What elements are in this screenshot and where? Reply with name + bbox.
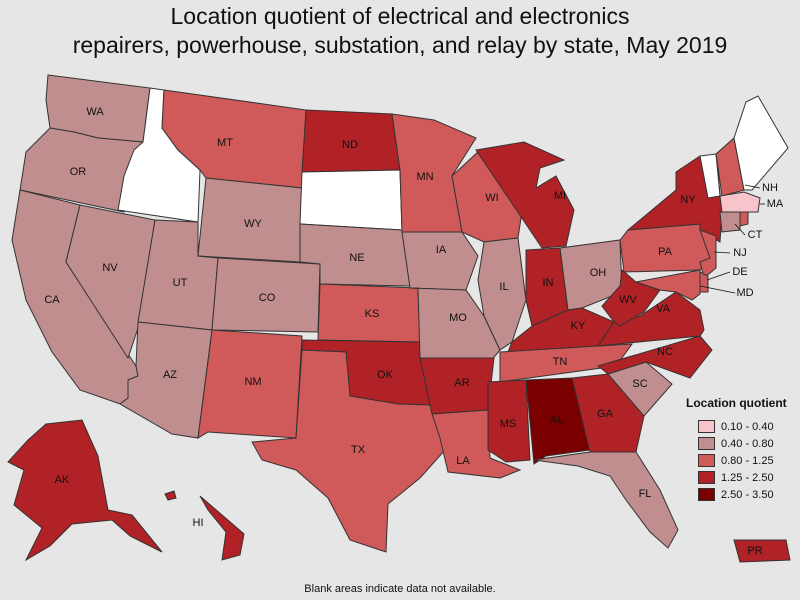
state-label-sc: SC — [632, 378, 647, 390]
legend-label: 1.25 - 2.50 — [721, 471, 774, 484]
state-label-co: CO — [259, 292, 276, 304]
state-de — [699, 271, 709, 293]
state-label-ia: IA — [436, 244, 447, 256]
state-md — [634, 269, 701, 301]
leader-line-de — [706, 271, 731, 281]
state-label-ak: AK — [55, 474, 70, 486]
state-label-wa: WA — [86, 106, 104, 118]
state-label-de: DE — [732, 266, 747, 278]
state-label-wy: WY — [244, 218, 262, 230]
state-label-oh: OH — [590, 267, 607, 279]
state-ms — [487, 379, 531, 463]
state-ri — [739, 211, 749, 227]
state-pr — [733, 539, 791, 563]
no-data-note: Blank areas indicate data not available. — [304, 583, 496, 595]
state-ct — [719, 211, 741, 233]
state-label-ks: KS — [365, 308, 380, 320]
state-label-mo: MO — [449, 312, 467, 324]
legend-item: 1.25 - 2.50 — [686, 469, 798, 486]
state-label-mn: MN — [416, 171, 433, 183]
state-tn — [499, 343, 634, 383]
state-label-ky: KY — [571, 320, 586, 332]
legend-title: Location quotient — [686, 396, 787, 410]
state-ga — [571, 373, 645, 453]
legend-item: 0.80 - 1.25 — [686, 452, 798, 469]
state-label-hi: HI — [193, 517, 204, 529]
state-ia — [401, 231, 479, 291]
state-label-ne: NE — [349, 252, 364, 264]
state-hi — [164, 490, 245, 561]
state-label-nj: NJ — [733, 247, 746, 259]
state-label-nh: NH — [762, 182, 778, 194]
state-label-pr: PR — [747, 545, 762, 557]
state-label-tx: TX — [351, 444, 366, 456]
state-ak — [7, 419, 163, 562]
legend-swatch — [698, 471, 715, 484]
state-label-ca: CA — [44, 294, 60, 306]
state-label-ct: CT — [748, 229, 763, 241]
state-label-va: VA — [656, 303, 671, 315]
legend: Location quotient 0.10 - 0.40 0.40 - 0.80… — [686, 396, 798, 503]
state-fl — [533, 451, 679, 549]
legend-swatch — [698, 488, 715, 501]
state-label-ms: MS — [500, 418, 517, 430]
state-label-ar: AR — [454, 377, 469, 389]
legend-label: 0.40 - 0.80 — [721, 437, 774, 450]
state-label-nm: NM — [244, 376, 261, 388]
legend-item: 0.10 - 0.40 — [686, 418, 798, 435]
state-label-nc: NC — [657, 346, 673, 358]
legend-swatch — [698, 454, 715, 467]
state-al — [525, 377, 591, 465]
state-label-wv: WV — [619, 294, 637, 306]
state-label-tn: TN — [553, 356, 568, 368]
state-sd — [299, 169, 403, 231]
legend-items: 0.10 - 0.40 0.40 - 0.80 0.80 - 1.25 1.25 - … — [686, 418, 798, 503]
map-title: Location quotient of electrical and elec… — [0, 2, 800, 60]
state-label-mi: MI — [554, 190, 566, 202]
legend-swatch — [698, 420, 715, 433]
state-oh — [559, 239, 623, 311]
state-label-az: AZ — [163, 369, 177, 381]
legend-label: 0.10 - 0.40 — [721, 420, 774, 433]
leader-line-ct — [734, 223, 746, 236]
state-nm — [197, 329, 303, 439]
map-title-line-2: repairers, powerhouse, substation, and r… — [72, 32, 728, 58]
state-label-pa: PA — [658, 246, 673, 258]
legend-item: 0.40 - 0.80 — [686, 435, 798, 452]
map-title-line-1: Location quotient of electrical and elec… — [170, 3, 630, 29]
state-label-al: AL — [550, 414, 563, 426]
state-mo — [409, 287, 501, 363]
state-me — [733, 95, 789, 191]
state-label-ga: GA — [597, 408, 614, 420]
state-label-md: MD — [736, 287, 753, 299]
state-label-nv: NV — [102, 262, 118, 274]
leader-line-nj — [713, 251, 731, 254]
state-label-ma: MA — [767, 198, 784, 210]
state-label-mt: MT — [217, 137, 233, 149]
state-label-la: LA — [456, 455, 470, 467]
legend-label: 0.80 - 1.25 — [721, 454, 774, 467]
legend-label: 2.50 - 3.50 — [721, 488, 774, 501]
state-nv — [65, 204, 156, 360]
state-mi — [475, 141, 575, 249]
state-label-il: IL — [499, 281, 508, 293]
legend-swatch — [698, 437, 715, 450]
leader-line-md — [699, 285, 736, 294]
state-label-ut: UT — [173, 277, 188, 289]
state-ma — [719, 191, 761, 213]
state-label-or: OR — [70, 166, 87, 178]
state-label-nd: ND — [342, 139, 358, 151]
state-label-fl: FL — [639, 488, 652, 500]
state-tx — [251, 349, 446, 553]
state-il — [477, 237, 527, 351]
state-label-in: IN — [543, 277, 554, 289]
state-label-wi: WI — [485, 192, 498, 204]
leader-line-nh — [744, 184, 761, 189]
legend-item: 2.50 - 3.50 — [686, 486, 798, 503]
state-label-ny: NY — [680, 194, 696, 206]
state-label-ok: OK — [377, 369, 394, 381]
